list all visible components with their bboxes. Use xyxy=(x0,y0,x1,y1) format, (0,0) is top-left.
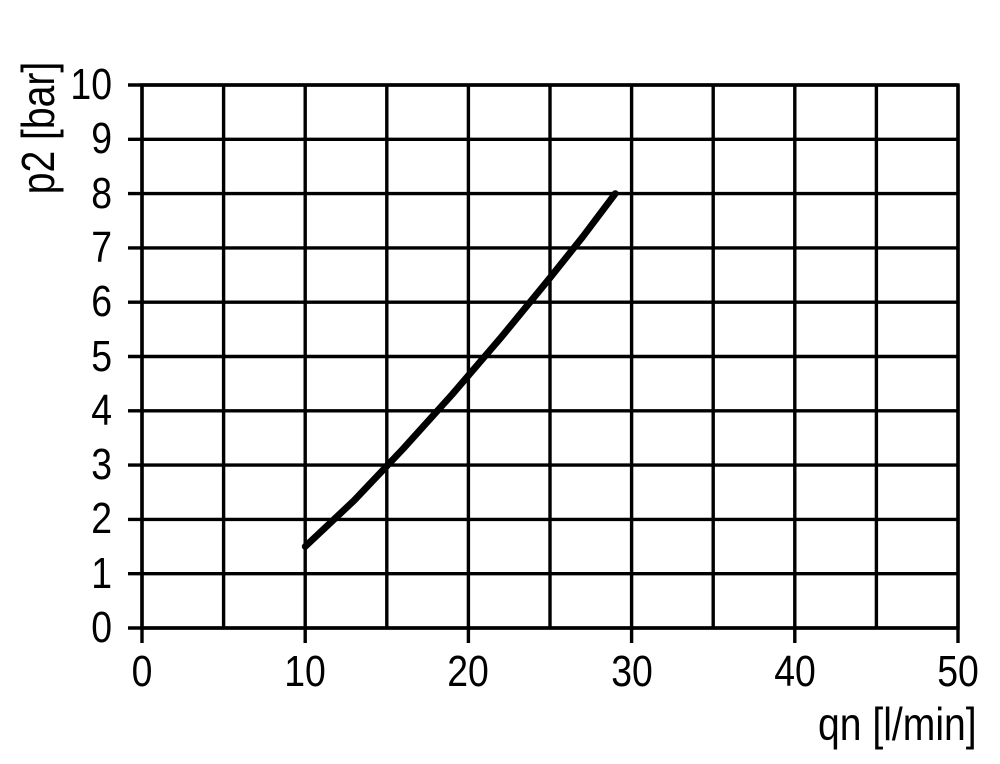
flow-pressure-curve xyxy=(301,190,619,550)
x-tick-label: 20 xyxy=(447,647,490,696)
plot-border xyxy=(140,83,960,630)
y-tick-label: 0 xyxy=(91,603,112,652)
y-tick-label: 3 xyxy=(91,440,112,490)
y-tick-label: 4 xyxy=(91,385,112,435)
y-tick-label: 6 xyxy=(91,277,112,327)
y-tick-label: 8 xyxy=(91,168,112,218)
x-tick-label: 0 xyxy=(131,647,153,696)
y-tick-label: 7 xyxy=(91,222,112,272)
y-tick-label: 10 xyxy=(70,60,112,109)
x-tick-label: 40 xyxy=(773,647,816,696)
x-tick-label: 50 xyxy=(937,647,979,696)
y-tick-label: 2 xyxy=(91,494,112,544)
x-tick-label: 10 xyxy=(284,647,326,696)
y-tick-label: 9 xyxy=(91,114,112,164)
y-tick-label: 5 xyxy=(91,331,112,381)
x-axis-label: qn [l/min] xyxy=(818,698,977,750)
x-tick-label: 30 xyxy=(610,647,653,696)
y-tick-label: 1 xyxy=(91,548,112,598)
